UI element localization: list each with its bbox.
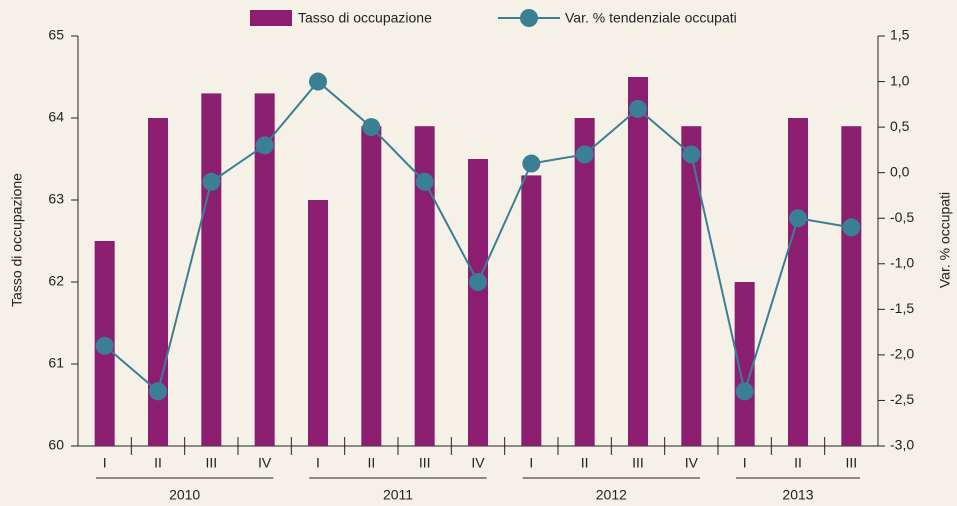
group-label: 2012 <box>596 487 627 503</box>
x-tick-label: II <box>581 455 589 471</box>
x-tick-label: I <box>316 455 320 471</box>
bar <box>574 118 595 446</box>
line-marker <box>682 145 701 164</box>
bar <box>201 93 222 447</box>
x-tick-label: I <box>743 455 747 471</box>
bar <box>414 126 435 446</box>
bar <box>254 93 275 447</box>
y-tick-label: 60 <box>48 437 64 453</box>
line-marker <box>415 172 434 191</box>
x-tick-label: I <box>529 455 533 471</box>
y2-axis-title: Var. % occupati <box>937 192 953 288</box>
line-marker <box>522 154 541 173</box>
bar <box>521 175 542 446</box>
x-tick-label: IV <box>471 455 485 471</box>
y2-tick-label: -3,0 <box>890 437 914 453</box>
y2-tick-label: 1,5 <box>890 27 910 43</box>
x-tick-label: I <box>103 455 107 471</box>
line-marker <box>202 172 221 191</box>
line-marker <box>575 145 594 164</box>
x-tick-label: III <box>632 455 644 471</box>
x-tick-label: IV <box>258 455 272 471</box>
bar <box>734 282 755 446</box>
y-tick-label: 65 <box>48 27 64 43</box>
y2-tick-label: -1,5 <box>890 300 914 316</box>
bar <box>681 126 702 446</box>
line-marker <box>309 72 327 91</box>
y2-tick-label: -0,5 <box>890 209 914 225</box>
line-marker <box>469 273 487 291</box>
bar <box>788 118 808 446</box>
line-marker <box>842 218 861 237</box>
bar <box>841 126 862 446</box>
line-marker <box>149 382 167 401</box>
y2-tick-label: 0,0 <box>890 163 910 179</box>
y-tick-label: 64 <box>48 109 64 125</box>
group-label: 2013 <box>782 487 813 503</box>
y2-tick-label: -2,0 <box>890 346 914 362</box>
line-marker <box>789 209 807 228</box>
x-tick-label: II <box>794 455 802 471</box>
group-label: 2010 <box>169 487 200 503</box>
y-tick-label: 62 <box>48 273 64 289</box>
y2-tick-label: -1,0 <box>890 254 914 270</box>
bar <box>468 159 488 446</box>
legend-label: Tasso di occupazione <box>298 10 432 26</box>
y-axis-title: Tasso di occupazione <box>9 173 25 307</box>
x-tick-label: II <box>367 455 375 471</box>
line-marker <box>255 136 274 155</box>
bar <box>628 77 648 446</box>
x-tick-label: IV <box>685 455 699 471</box>
y2-tick-label: 0,5 <box>890 118 910 134</box>
legend-label: Var. % tendenziale occupati <box>565 10 737 26</box>
line-marker <box>362 118 381 137</box>
bar <box>148 118 168 446</box>
line-marker <box>629 99 647 118</box>
line-marker <box>735 382 754 401</box>
legend-swatch <box>250 10 292 26</box>
x-tick-label: III <box>845 455 857 471</box>
bar <box>308 200 328 446</box>
y-tick-label: 63 <box>48 191 64 207</box>
line-marker <box>95 336 114 355</box>
group-label: 2011 <box>383 487 413 503</box>
legend-swatch <box>520 9 538 27</box>
x-tick-label: III <box>419 455 431 471</box>
y2-tick-label: -2,5 <box>890 391 914 407</box>
x-tick-label: III <box>205 455 217 471</box>
x-tick-label: II <box>154 455 162 471</box>
y-tick-label: 61 <box>48 355 64 371</box>
y2-tick-label: 1,0 <box>890 72 910 88</box>
bar <box>361 126 382 446</box>
